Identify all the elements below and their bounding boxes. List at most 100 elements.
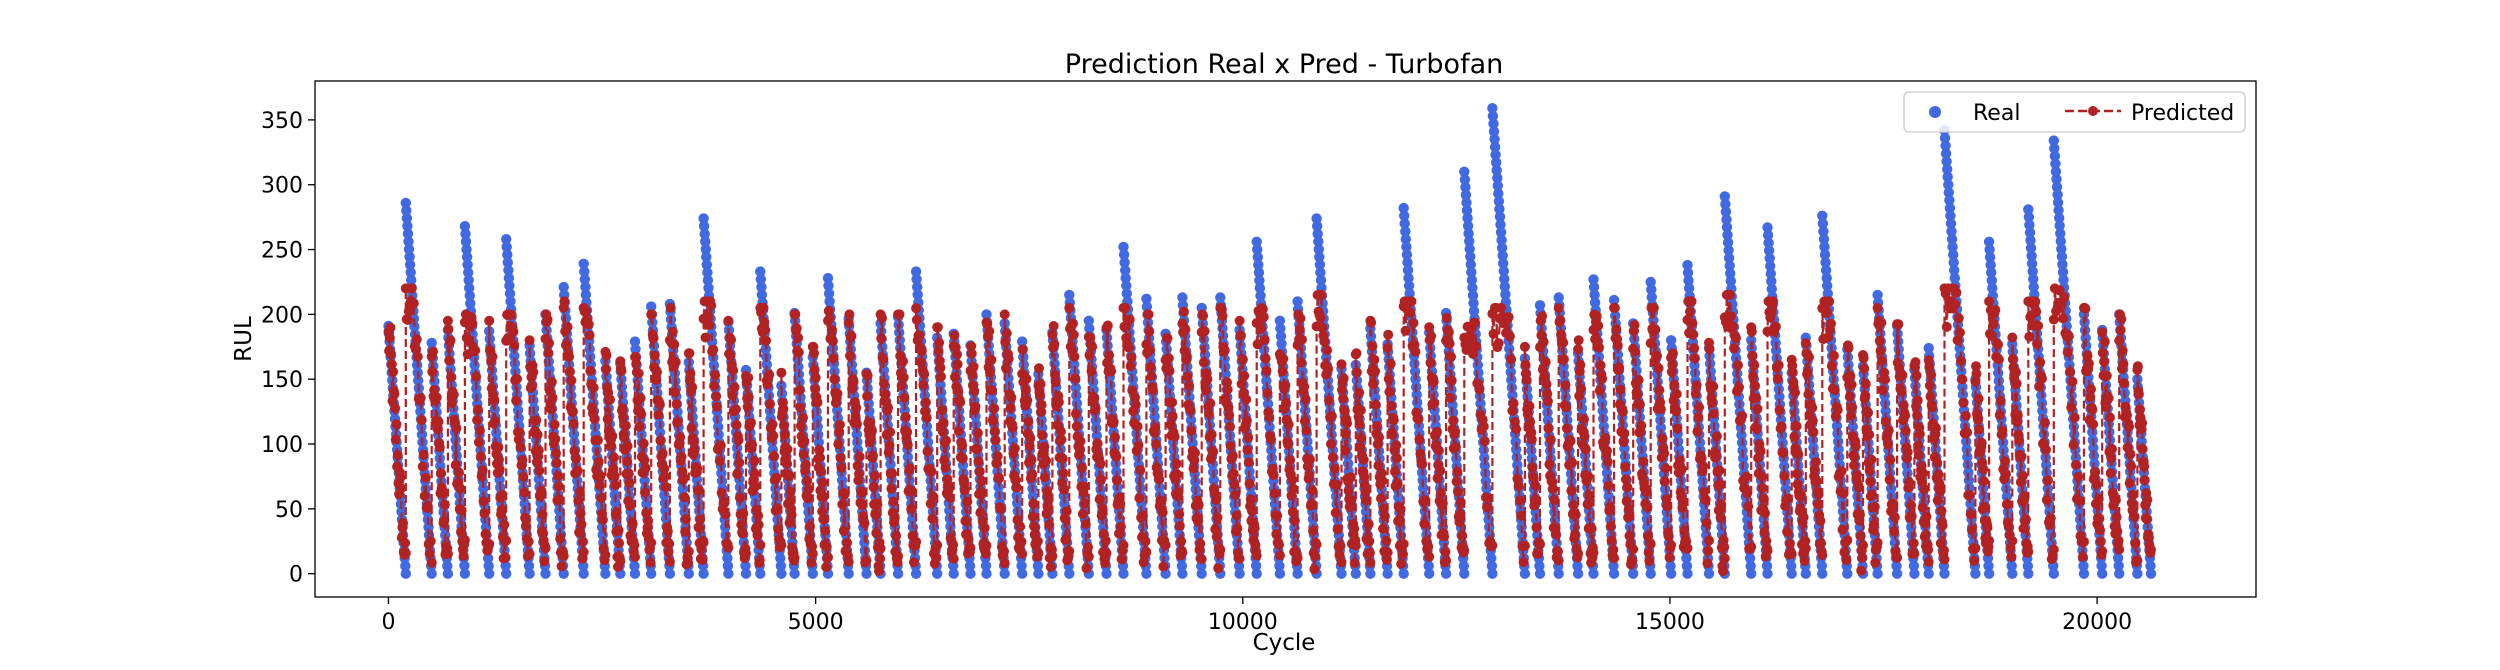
predicted-point [597, 514, 608, 525]
predicted-point [416, 415, 427, 426]
predicted-point [1488, 328, 1499, 339]
predicted-point [719, 497, 730, 508]
real-point [1495, 219, 1506, 230]
predicted-point [648, 333, 659, 344]
predicted-point [1405, 307, 1416, 318]
real-point [1593, 351, 1605, 362]
predicted-point [1021, 373, 1032, 384]
predicted-point [893, 551, 904, 562]
predicted-point [1206, 429, 1217, 440]
real-point [400, 568, 411, 579]
predicted-point [934, 337, 945, 348]
predicted-point [523, 536, 534, 547]
predicted-point [653, 409, 664, 420]
predicted-point [1426, 331, 1437, 341]
predicted-point [758, 302, 769, 313]
real-point [1665, 568, 1677, 579]
predicted-point [1005, 402, 1016, 413]
predicted-point [1376, 493, 1386, 504]
predicted-point [1247, 506, 1258, 517]
real-point [813, 437, 824, 448]
predicted-point [1202, 374, 1213, 385]
real-point [755, 266, 766, 277]
real-point [1496, 234, 1507, 246]
predicted-point [1354, 419, 1365, 430]
real-point [701, 251, 712, 263]
real-point [1512, 459, 1523, 471]
real-point [1401, 249, 1413, 260]
real-point [405, 267, 416, 278]
predicted-point [916, 346, 927, 357]
predicted-point [1180, 324, 1191, 335]
predicted-point [1355, 405, 1366, 416]
real-point [789, 568, 800, 579]
predicted-point [755, 540, 766, 550]
real-point [1275, 331, 1287, 342]
predicted-point [972, 444, 983, 455]
real-point [1721, 214, 1732, 225]
real-point [1722, 237, 1734, 248]
predicted-point [1363, 519, 1374, 530]
predicted-point [979, 523, 990, 533]
predicted-point [517, 454, 528, 465]
predicted-point [932, 540, 943, 551]
predicted-point [1364, 547, 1375, 558]
predicted-point [698, 537, 709, 548]
predicted-point [817, 477, 828, 488]
predicted-point [700, 332, 711, 343]
predicted-point [493, 442, 504, 453]
real-point [1762, 230, 1774, 241]
real-point [722, 560, 734, 572]
predicted-point [670, 357, 681, 367]
predicted-point [836, 462, 847, 473]
predicted-point [605, 394, 615, 405]
predicted-point [987, 385, 998, 396]
real-point [1399, 218, 1410, 229]
predicted-point [999, 558, 1010, 569]
real-point [1842, 568, 1853, 579]
predicted-point [592, 435, 603, 446]
real-point [600, 568, 611, 579]
predicted-point [1269, 488, 1280, 499]
real-point [907, 514, 918, 525]
predicted-point [1342, 418, 1352, 429]
predicted-point [472, 415, 483, 426]
real-point [416, 429, 428, 440]
predicted-point [1289, 515, 1300, 526]
predicted-point [1311, 539, 1322, 550]
predicted-point [1424, 322, 1435, 333]
real-point [1401, 241, 1412, 253]
predicted-point [989, 403, 1000, 414]
predicted-point [634, 421, 645, 432]
real-point [981, 309, 992, 320]
predicted-point [652, 367, 662, 378]
predicted-point [1346, 494, 1357, 505]
predicted-point [1036, 399, 1047, 410]
real-point [1480, 475, 1492, 487]
predicted-point [851, 418, 862, 429]
real-point [1266, 445, 1277, 456]
predicted-point [1169, 431, 1180, 442]
predicted-point [1225, 421, 1235, 432]
real-point [426, 337, 437, 349]
predicted-point [952, 349, 962, 360]
real-point [660, 505, 671, 516]
predicted-point [862, 391, 873, 402]
predicted-point [839, 489, 850, 500]
predicted-point [1064, 302, 1075, 313]
real-point [1800, 568, 1812, 579]
predicted-point [1322, 345, 1333, 356]
real-point [403, 236, 414, 247]
predicted-point [1329, 463, 1340, 474]
predicted-point [576, 519, 587, 530]
predicted-point [769, 451, 780, 462]
real-point [1746, 568, 1757, 579]
predicted-point [935, 362, 946, 373]
predicted-point [965, 542, 976, 553]
predicted-point [1386, 401, 1397, 412]
predicted-point [785, 487, 796, 497]
predicted-point [1199, 326, 1210, 337]
predicted-point [514, 427, 525, 438]
predicted-point [1134, 493, 1145, 504]
predicted-point [986, 354, 997, 365]
